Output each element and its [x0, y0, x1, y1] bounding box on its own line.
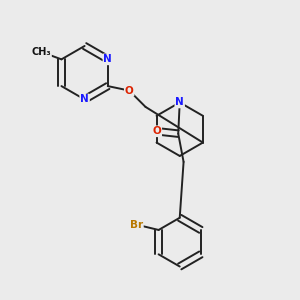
Text: N: N	[175, 98, 184, 107]
Text: N: N	[80, 94, 89, 104]
Text: CH₃: CH₃	[32, 47, 51, 57]
Text: O: O	[152, 126, 161, 136]
Text: O: O	[125, 85, 134, 96]
Text: Br: Br	[130, 220, 143, 230]
Text: N: N	[103, 54, 112, 64]
